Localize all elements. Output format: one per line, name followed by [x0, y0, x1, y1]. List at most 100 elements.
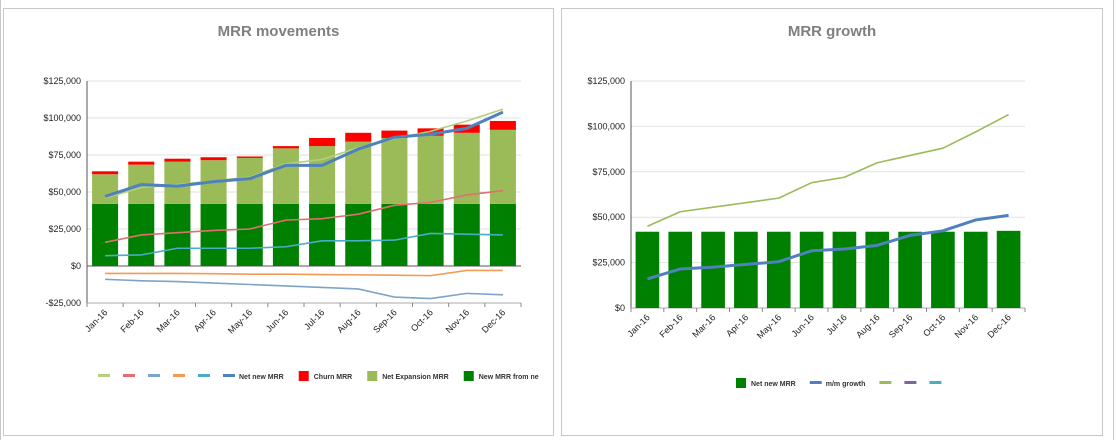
bar-segment	[832, 231, 857, 308]
x-tick-label: Dec-16	[985, 312, 1013, 340]
bar-segment	[164, 161, 191, 204]
legend-label: Churn MRR	[314, 374, 353, 381]
bar-segment	[200, 157, 227, 161]
x-tick-label: Jun-16	[264, 307, 291, 334]
bar-segment	[309, 137, 336, 147]
y-tick-label: $100,000	[587, 121, 625, 131]
y-tick-label: $0	[615, 303, 625, 313]
x-tick-label: Jul-16	[824, 312, 848, 336]
y-tick-label: $125,000	[43, 76, 81, 86]
chart-title: MRR movements	[217, 23, 340, 40]
bar-segment	[381, 130, 408, 138]
bar-segment	[734, 231, 758, 308]
series-line	[105, 278, 503, 300]
y-tick-label: $25,000	[48, 224, 81, 234]
y-tick-label: $25,000	[592, 258, 625, 268]
bar-segment	[272, 148, 299, 204]
bar-segment	[489, 120, 516, 130]
legend-line-swatch	[879, 381, 892, 384]
y-tick-label: $50,000	[48, 187, 81, 197]
legend-label: Net new MRR	[239, 374, 284, 381]
legend-line-swatch	[198, 374, 210, 377]
bar-segment	[164, 203, 191, 266]
legend-label: Net Expansion MRR	[382, 374, 449, 381]
legend-box-swatch	[367, 371, 378, 381]
mrr-movements-chart: $125,000 $100,000 $75,000 $50,000 $25,000 $0 -…	[43, 76, 539, 381]
bar-segment	[453, 132, 480, 204]
bar-segment	[345, 203, 372, 266]
legend-label: Net new MRR	[751, 381, 796, 388]
bar-segment	[128, 161, 155, 165]
x-tick-label: Sep-16	[371, 307, 399, 335]
legend-line-swatch	[173, 374, 185, 377]
bar-segment	[701, 231, 725, 308]
legend-line-swatch	[148, 374, 160, 377]
x-tick-label: Feb-16	[118, 307, 145, 334]
x-tick-label: Aug-16	[854, 312, 882, 340]
bar-segment	[996, 230, 1021, 308]
series-line	[105, 269, 503, 277]
legend-box-swatch	[298, 371, 309, 381]
x-tick-label: May-16	[226, 307, 254, 335]
bar-segment	[766, 231, 791, 308]
y-tick-label: $50,000	[592, 212, 625, 222]
x-tick-label: Apr-16	[192, 307, 218, 333]
bar-segment	[309, 203, 336, 266]
bar-segment	[931, 231, 955, 308]
bar-segment	[272, 146, 299, 149]
mrr-movements-panel: MRR movements $125,000 $100,000 $75,000 $50…	[3, 8, 554, 436]
x-tick-label: Aug-16	[335, 307, 363, 335]
x-tick-label: Jul-16	[302, 307, 326, 331]
bar-segment	[635, 231, 660, 308]
bar-segment	[92, 203, 119, 266]
bar-segment	[236, 156, 263, 158]
bar-segment	[92, 171, 119, 175]
y-tick-label: $0	[71, 261, 81, 271]
series-line	[104, 189, 504, 244]
bar-segment	[236, 157, 263, 204]
x-tick-label: Jun-16	[789, 312, 816, 339]
legend-line-swatch	[809, 381, 822, 384]
y-tick-label: $100,000	[43, 113, 81, 123]
legend-label: New MRR from ne	[479, 374, 539, 381]
x-tick-label: May-16	[755, 312, 783, 340]
legend-box-swatch	[736, 378, 746, 388]
y-tick-label: $75,000	[592, 167, 625, 177]
x-tick-label: Feb-16	[657, 312, 684, 339]
bar-segment	[200, 203, 227, 266]
legend-line-swatch	[904, 381, 917, 384]
series-line	[104, 110, 504, 198]
x-tick-label: Nov-16	[953, 312, 981, 340]
chart-title: MRR growth	[787, 23, 877, 40]
y-tick-label: -$25,000	[45, 298, 81, 308]
bar-segment	[381, 203, 408, 266]
legend-line-swatch	[98, 374, 110, 377]
x-tick-label: Oct-16	[409, 307, 435, 333]
x-tick-label: Oct-16	[921, 312, 947, 338]
y-tick-label: $125,000	[587, 76, 625, 86]
x-tick-label: Jan-16	[83, 307, 110, 334]
bar-segment	[489, 129, 516, 204]
series-line	[647, 113, 1009, 228]
bar-segment	[417, 135, 444, 204]
x-tick-label: Sep-16	[887, 312, 915, 340]
bar-segment	[898, 231, 922, 308]
mrr-growth-chart: $125,000 $100,000 $75,000 $50,000 $25,000 $0 J…	[587, 76, 1026, 388]
y-tick-label: $75,000	[48, 150, 81, 160]
bar-segment	[381, 137, 408, 204]
bar-segment	[865, 231, 890, 308]
x-tick-label: Apr-16	[724, 312, 750, 338]
legend-label: m/m growth	[826, 381, 866, 388]
mrr-growth-panel: MRR growth $125,000 $100,000 $75,000 $50,00…	[561, 8, 1103, 436]
series-line	[105, 232, 503, 257]
legend-box-swatch	[463, 371, 474, 381]
bar-segment	[164, 158, 191, 162]
x-tick-label: Mar-16	[690, 312, 717, 339]
x-tick-label: Dec-16	[480, 307, 508, 335]
legend-line-swatch	[223, 374, 235, 377]
bar-segment	[963, 231, 988, 308]
legend-line-swatch	[929, 381, 942, 384]
bar-segment	[345, 132, 372, 142]
bar-segment	[272, 203, 299, 266]
bar-segment	[799, 231, 824, 308]
